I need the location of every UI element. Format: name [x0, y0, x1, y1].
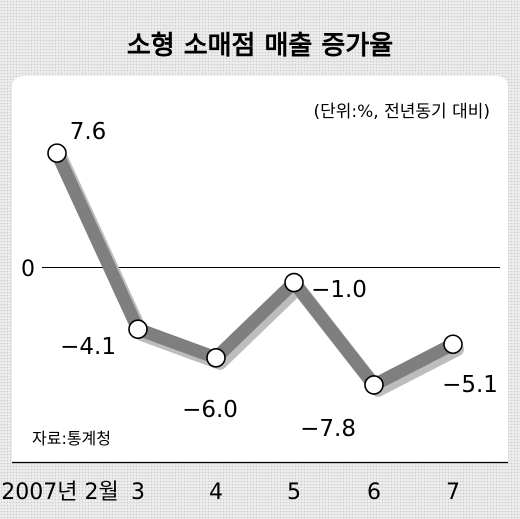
unit-note: (단위:%, 전년동기 대비) — [314, 102, 490, 122]
x-tick-label-3: 5 — [287, 480, 301, 505]
source-note: 자료:통계청 — [32, 429, 111, 448]
data-label-2: −6.0 — [182, 397, 238, 423]
data-label-5: −5.1 — [442, 372, 498, 398]
zero-tick-label: 0 — [21, 257, 35, 282]
data-label-3: −1.0 — [311, 277, 367, 303]
data-point-1 — [128, 319, 148, 340]
x-tick-label-5: 7 — [446, 480, 460, 505]
data-point-5 — [443, 334, 463, 355]
data-label-0: 7.6 — [70, 119, 107, 145]
x-tick-label-4: 6 — [367, 480, 381, 505]
data-point-3 — [284, 272, 304, 293]
data-point-4 — [364, 375, 384, 395]
x-tick-label-2: 4 — [209, 480, 223, 505]
data-label-4: −7.8 — [300, 416, 356, 442]
data-label-1: −4.1 — [60, 334, 116, 360]
x-tick-label-1: 3 — [131, 480, 145, 505]
data-point-0 — [47, 143, 67, 163]
plot-area — [12, 76, 508, 462]
series-line — [50, 146, 460, 392]
chart-title: 소형 소매점 매출 증가율 — [127, 31, 393, 61]
x-tick-label-0: 2007년 2월 — [1, 480, 118, 505]
data-point-2 — [206, 347, 226, 368]
